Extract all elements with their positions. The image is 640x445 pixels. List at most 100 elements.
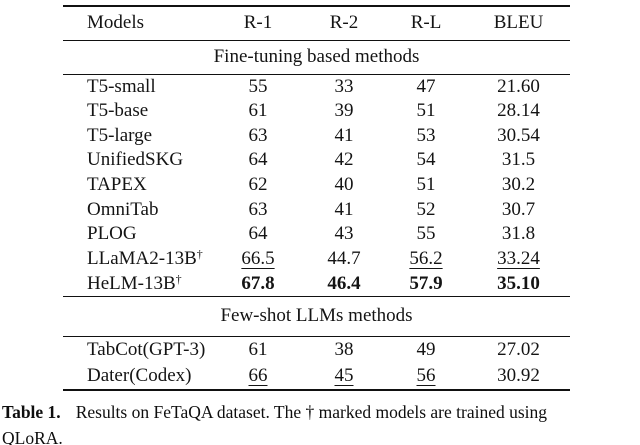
table-row: LLaMA2-13B† 66.5 44.7 56.2 33.24 — [63, 247, 570, 272]
metric-value-text: 44.7 — [327, 248, 361, 270]
table-row: T5-base 61 39 51 28.14 — [63, 99, 570, 124]
metric-value-text: 47 — [416, 75, 436, 97]
dagger-marker: † — [196, 247, 203, 262]
section-title: Few-shot LLMs methods — [63, 295, 570, 337]
metric-value-text: 30.54 — [497, 124, 540, 146]
metric-value: 33 — [303, 74, 385, 99]
section-title: Fine-tuning based methods — [63, 40, 570, 75]
metric-value: 55 — [213, 74, 303, 99]
column-header-r-1: R-1 — [243, 12, 273, 34]
metric-value-text: 33 — [334, 75, 354, 97]
metric-value-text: 31.5 — [501, 149, 536, 171]
metric-value: 56.2 — [385, 247, 467, 272]
metric-value-text: 52 — [416, 198, 436, 220]
metric-value-text: 61 — [248, 338, 268, 360]
metric-value-text: 28.14 — [497, 100, 540, 122]
table-row: T5-small 55 33 47 21.60 — [63, 74, 570, 99]
metric-value-text: 38 — [334, 338, 354, 360]
metric-value: 31.5 — [467, 148, 570, 173]
table-caption: Table 1. Results on FeTaQA dataset. The †… — [2, 399, 640, 445]
model-name: HeLM-13B† — [87, 271, 182, 294]
metric-value-text: 64 — [248, 223, 268, 245]
metric-value: 66.5 — [213, 247, 303, 272]
metric-value-text: 30.2 — [501, 174, 536, 196]
metric-value: 30.92 — [467, 363, 570, 390]
metric-value-text: 66.5 — [241, 248, 275, 270]
metric-value-text: 41 — [334, 198, 354, 220]
metric-value: 55 — [385, 222, 467, 247]
metric-value: 28.14 — [467, 99, 570, 124]
metric-value: 64 — [213, 148, 303, 173]
metric-value-text: 51 — [416, 100, 436, 122]
metric-value: 66 — [213, 363, 303, 390]
model-name: Dater(Codex) — [87, 365, 192, 387]
metric-value: 63 — [213, 123, 303, 148]
metric-value-text: 57.9 — [409, 272, 443, 294]
metric-value-text: 56.2 — [409, 248, 443, 270]
metric-value-text: 53 — [416, 124, 436, 146]
metric-value: 63 — [213, 197, 303, 222]
metric-value-text: 51 — [416, 174, 436, 196]
metric-value-text: 62 — [248, 174, 268, 196]
metric-value: 30.2 — [467, 173, 570, 198]
caption-text-line1: Results on FeTaQA dataset. The † marked … — [75, 402, 548, 422]
metric-value: 35.10 — [467, 272, 570, 297]
metric-value: 53 — [385, 123, 467, 148]
table-row: Dater(Codex) 66 45 56 30.92 — [63, 363, 570, 390]
metric-value-text: 21.60 — [497, 75, 540, 97]
metric-value: 47 — [385, 74, 467, 99]
model-name: PLOG — [87, 223, 137, 245]
column-header-bleu: BLEU — [493, 12, 544, 34]
metric-value-text: 55 — [248, 75, 268, 97]
metric-value-text: 63 — [248, 124, 268, 146]
model-name: LLaMA2-13B† — [87, 247, 203, 270]
metric-value: 62 — [213, 173, 303, 198]
metric-value: 33.24 — [467, 247, 570, 272]
metric-value-text: 42 — [334, 149, 354, 171]
metric-value: 40 — [303, 173, 385, 198]
table-header: Models R-1 R-2 R-L BLEU — [63, 6, 570, 40]
caption-label: Table 1. — [2, 402, 61, 422]
model-name: TAPEX — [87, 174, 147, 196]
metric-value-text: 63 — [248, 198, 268, 220]
metric-value-text: 67.8 — [241, 272, 275, 294]
model-name: T5-small — [87, 75, 156, 97]
metric-value-text: 49 — [416, 338, 436, 360]
metric-value: 51 — [385, 99, 467, 124]
metric-value-text: 31.8 — [501, 223, 536, 245]
section-header-row: Fine-tuning based methods — [63, 40, 570, 75]
metric-value-text: 35.10 — [497, 272, 540, 294]
metric-value-text: 43 — [334, 223, 354, 245]
metric-value-text: 41 — [334, 124, 354, 146]
metric-value: 21.60 — [467, 74, 570, 99]
section-header-row: Few-shot LLMs methods — [63, 295, 570, 337]
metric-value-text: 33.24 — [497, 248, 540, 270]
metric-value: 41 — [303, 197, 385, 222]
table-row: OmniTab 63 41 52 30.7 — [63, 197, 570, 222]
header-row: Models R-1 R-2 R-L BLEU — [63, 6, 570, 40]
metric-value: 52 — [385, 197, 467, 222]
table-row: UnifiedSKG 64 42 54 31.5 — [63, 148, 570, 173]
metric-value: 41 — [303, 123, 385, 148]
metric-value: 30.54 — [467, 123, 570, 148]
metric-value: 67.8 — [213, 272, 303, 297]
metric-value: 54 — [385, 148, 467, 173]
model-name: OmniTab — [87, 198, 159, 220]
table-row: TabCot(GPT-3) 61 38 49 27.02 — [63, 336, 570, 363]
metric-value: 44.7 — [303, 247, 385, 272]
dagger-marker: † — [175, 271, 182, 286]
metric-value: 61 — [213, 99, 303, 124]
metric-value-text: 45 — [334, 365, 354, 387]
metric-value: 38 — [303, 336, 385, 363]
metric-value: 46.4 — [303, 272, 385, 297]
model-name: UnifiedSKG — [87, 149, 184, 171]
metric-value: 42 — [303, 148, 385, 173]
model-name: TabCot(GPT-3) — [87, 338, 206, 360]
metric-value: 43 — [303, 222, 385, 247]
metric-value: 56 — [385, 363, 467, 390]
metric-value-text: 55 — [416, 223, 436, 245]
metric-value: 27.02 — [467, 336, 570, 363]
metric-value: 64 — [213, 222, 303, 247]
column-header-r-2: R-2 — [329, 12, 359, 34]
metric-value: 39 — [303, 99, 385, 124]
